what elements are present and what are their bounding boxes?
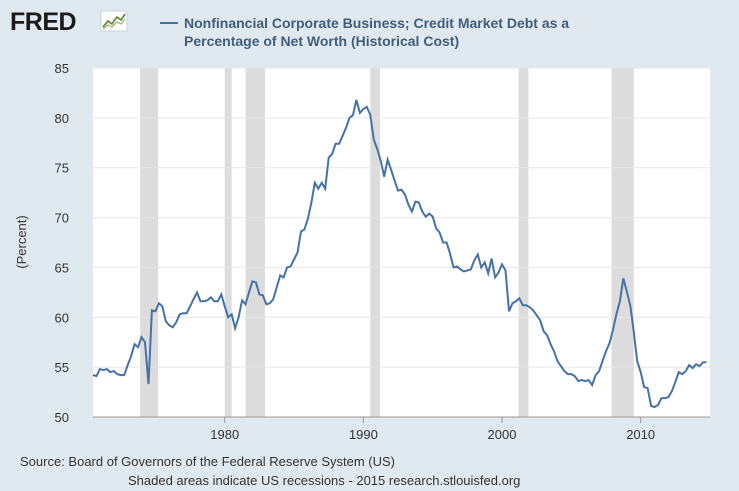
x-tick-label: 2000 (488, 427, 517, 442)
y-tick-label: 75 (55, 161, 69, 176)
y-tick-label: 50 (55, 410, 69, 425)
chart-title-line-2: Percentage of Net Worth (Historical Cost… (184, 33, 460, 49)
chart-header: FRED Nonfinancial Corporate Business; Cr… (0, 0, 739, 60)
series-line (92, 99, 707, 409)
legend-series-swatch (160, 22, 178, 24)
y-axis-label: (Percent) (14, 215, 29, 268)
y-tick-label: 80 (55, 111, 69, 126)
x-tick-label: 1980 (210, 427, 239, 442)
recession-note: Shaded areas indicate US recessions - 20… (128, 473, 521, 488)
y-tick-label: 60 (55, 310, 69, 325)
x-tick-label: 1990 (349, 427, 378, 442)
chart-title: Nonfinancial Corporate Business; Credit … (184, 14, 664, 50)
recession-band (140, 68, 159, 417)
recession-band (245, 68, 265, 417)
plot-background (93, 68, 710, 417)
y-tick-label: 65 (55, 260, 69, 275)
recession-band (370, 68, 381, 417)
recession-band (611, 68, 634, 417)
y-axis: 50 55 60 65 70 75 80 85 (55, 61, 69, 425)
x-tick-label: 2010 (626, 427, 655, 442)
source-note: Source: Board of Governors of the Federa… (20, 454, 395, 469)
chart-line-icon (100, 10, 128, 32)
fred-logo: FRED (10, 8, 77, 36)
x-axis: 1980 1990 2000 2010 (93, 416, 710, 442)
recession-band (224, 68, 232, 417)
y-tick-label: 70 (55, 211, 69, 226)
recession-band (518, 68, 529, 417)
recession-bands (140, 68, 634, 417)
y-tick-label: 55 (55, 360, 69, 375)
y-tick-label: 85 (55, 61, 69, 76)
chart-title-line-1: Nonfinancial Corporate Business; Credit … (184, 15, 570, 31)
